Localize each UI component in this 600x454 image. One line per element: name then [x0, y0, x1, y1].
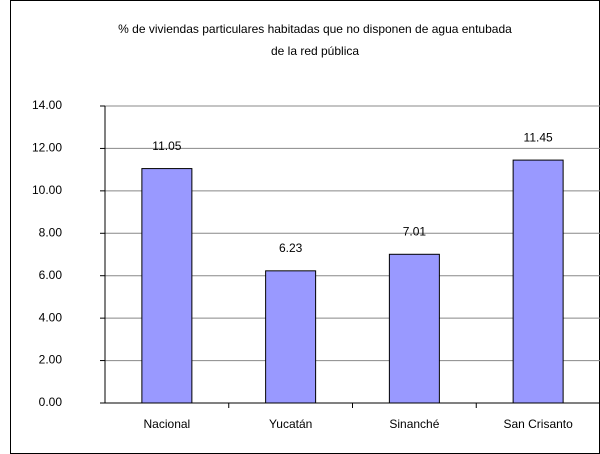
data-label: 11.45 [524, 130, 553, 144]
x-tick-label: San Crisanto [503, 417, 573, 431]
y-tick-label: 14.00 [32, 98, 62, 112]
chart-title: de la red pública [271, 44, 359, 58]
chart-title: % de viviendas particulares habitadas qu… [118, 22, 512, 36]
y-tick-label: 8.00 [39, 225, 63, 239]
data-label: 11.05 [152, 139, 181, 153]
x-tick-label: Yucatán [269, 417, 312, 431]
data-label: 7.01 [403, 224, 427, 238]
y-tick-label: 6.00 [39, 268, 63, 282]
bar [388, 253, 440, 404]
y-tick-label: 12.00 [32, 141, 62, 155]
y-tick-label: 2.00 [39, 353, 63, 367]
y-tick-label: 0.00 [39, 395, 63, 409]
bar [265, 270, 317, 404]
bar [512, 159, 564, 404]
y-tick-label: 4.00 [39, 310, 63, 324]
bar [141, 168, 193, 404]
x-tick-label: Nacional [144, 417, 191, 431]
y-tick-label: 10.00 [32, 183, 62, 197]
data-label: 6.23 [279, 241, 303, 255]
x-tick-label: Sinanché [389, 417, 439, 431]
